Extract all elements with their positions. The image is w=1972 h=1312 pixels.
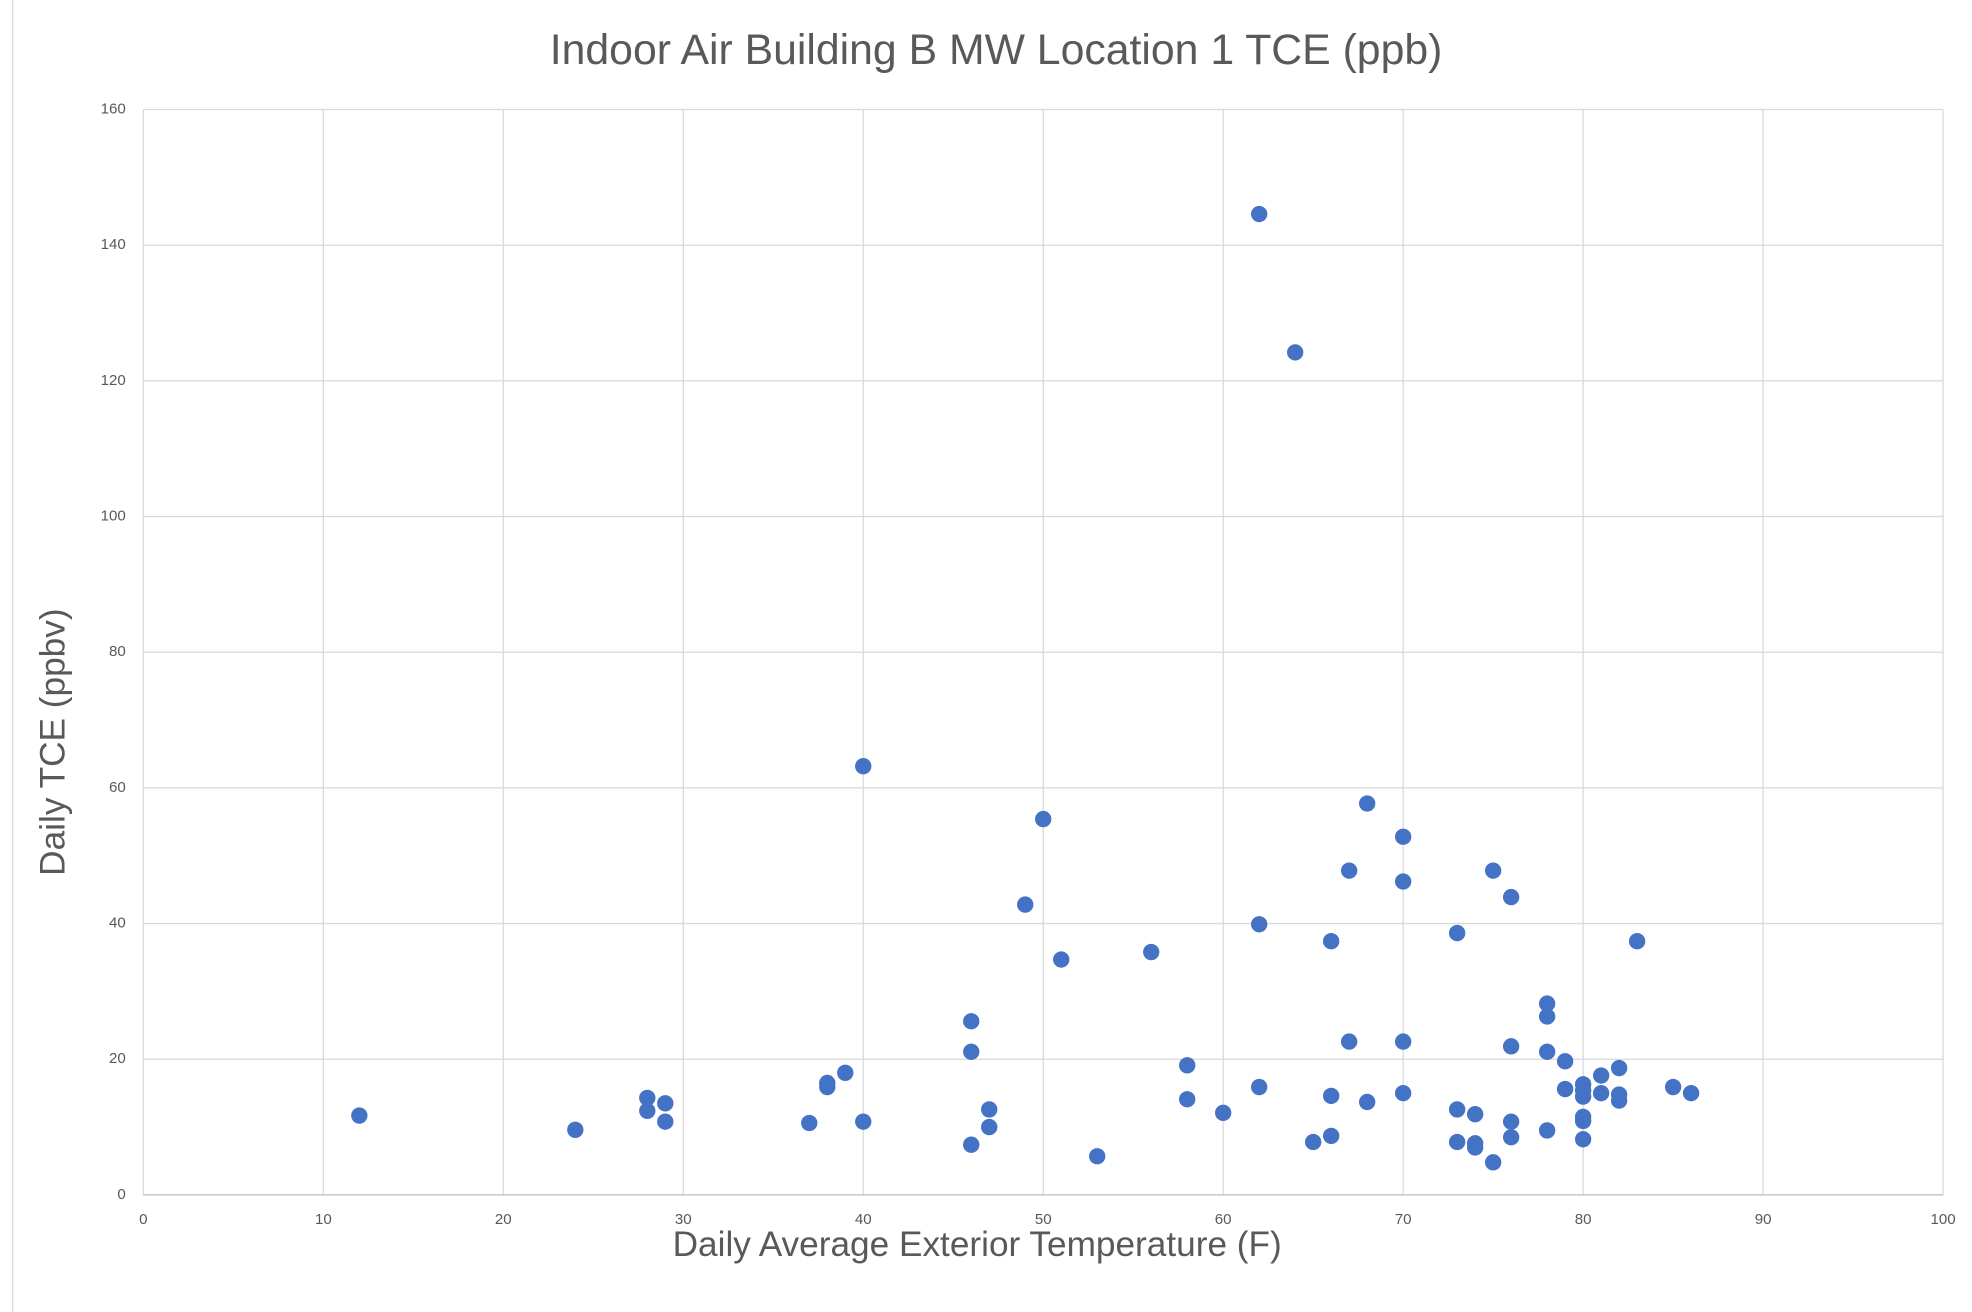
point [1358, 795, 1376, 812]
y-tick-label: 0 [117, 1186, 125, 1203]
point [1502, 1129, 1520, 1146]
point [1143, 943, 1160, 961]
x-tick-label: 60 [1215, 1211, 1232, 1228]
point [1394, 1033, 1412, 1050]
point [1394, 828, 1412, 845]
point [1592, 1084, 1610, 1102]
x-tick-label: 30 [675, 1211, 692, 1228]
x-tick-label: 10 [315, 1211, 332, 1228]
point [657, 1113, 674, 1130]
x-tick-label: 40 [855, 1211, 872, 1228]
point [1053, 951, 1070, 968]
point [657, 1095, 674, 1112]
x-tick-label: 70 [1395, 1211, 1412, 1228]
point [1340, 862, 1358, 879]
point [1502, 1038, 1520, 1055]
point [1574, 1131, 1592, 1148]
point [1394, 873, 1412, 890]
point [1610, 1059, 1628, 1077]
point [1538, 1122, 1556, 1139]
y-tick-label: 160 [101, 101, 126, 118]
point [1664, 1078, 1682, 1096]
y-tick-label: 20 [109, 1050, 126, 1067]
point [1502, 888, 1520, 906]
point [981, 1101, 998, 1118]
point [1287, 344, 1304, 361]
point [639, 1089, 656, 1107]
point [1017, 896, 1034, 913]
point [1466, 1139, 1484, 1156]
point [1448, 924, 1466, 942]
point [1251, 205, 1268, 223]
point [1556, 1053, 1574, 1070]
point [351, 1107, 368, 1124]
point [1484, 1154, 1502, 1171]
x-tick-label: 0 [139, 1211, 147, 1228]
point [639, 1102, 656, 1119]
point [1323, 1127, 1340, 1145]
point [1340, 1033, 1358, 1050]
point [1394, 1084, 1412, 1102]
point [1628, 933, 1646, 950]
x-tick-label: 20 [495, 1211, 512, 1228]
point [1484, 862, 1502, 879]
point [1323, 1087, 1340, 1105]
point [1502, 1113, 1520, 1130]
y-tick-label: 140 [101, 236, 126, 253]
point [1089, 1148, 1106, 1165]
point [963, 1136, 980, 1153]
point [855, 1113, 872, 1130]
point [855, 758, 872, 775]
point [963, 1043, 980, 1060]
point [1215, 1104, 1232, 1121]
point [1035, 810, 1052, 828]
point [1466, 1106, 1484, 1123]
point [1538, 1008, 1556, 1025]
point [1538, 995, 1556, 1012]
y-tick-label: 80 [109, 643, 126, 660]
point [1682, 1084, 1700, 1102]
x-tick-label: 90 [1755, 1211, 1772, 1228]
point [1574, 1112, 1592, 1130]
y-tick-label: 120 [101, 372, 126, 389]
chart-title: Indoor Air Building B MW Location 1 TCE … [550, 26, 1443, 74]
point [1538, 1043, 1556, 1060]
x-axis-title: Daily Average Exterior Temperature (F) [673, 1225, 1282, 1264]
y-axis-title: Daily TCE (ppbv) [34, 608, 73, 875]
point [1358, 1093, 1376, 1111]
point [801, 1114, 818, 1132]
point [1179, 1057, 1196, 1074]
point [1610, 1092, 1628, 1109]
point [1448, 1101, 1466, 1118]
point [1251, 1078, 1268, 1096]
point [1592, 1067, 1610, 1084]
point [567, 1121, 584, 1138]
x-tick-label: 100 [1930, 1211, 1955, 1228]
point [1448, 1133, 1466, 1151]
point [1574, 1088, 1592, 1105]
point [963, 1013, 980, 1030]
point [1305, 1133, 1322, 1151]
point [1179, 1091, 1196, 1108]
point [819, 1078, 836, 1096]
point [981, 1118, 998, 1136]
y-tick-label: 100 [101, 508, 126, 525]
point [1323, 933, 1340, 950]
y-tick-label: 60 [109, 779, 126, 796]
x-tick-label: 50 [1035, 1211, 1052, 1228]
point [1251, 916, 1268, 933]
point [837, 1064, 854, 1081]
x-tick-label: 80 [1575, 1211, 1592, 1228]
point [1556, 1080, 1574, 1098]
y-tick-label: 40 [109, 915, 126, 932]
